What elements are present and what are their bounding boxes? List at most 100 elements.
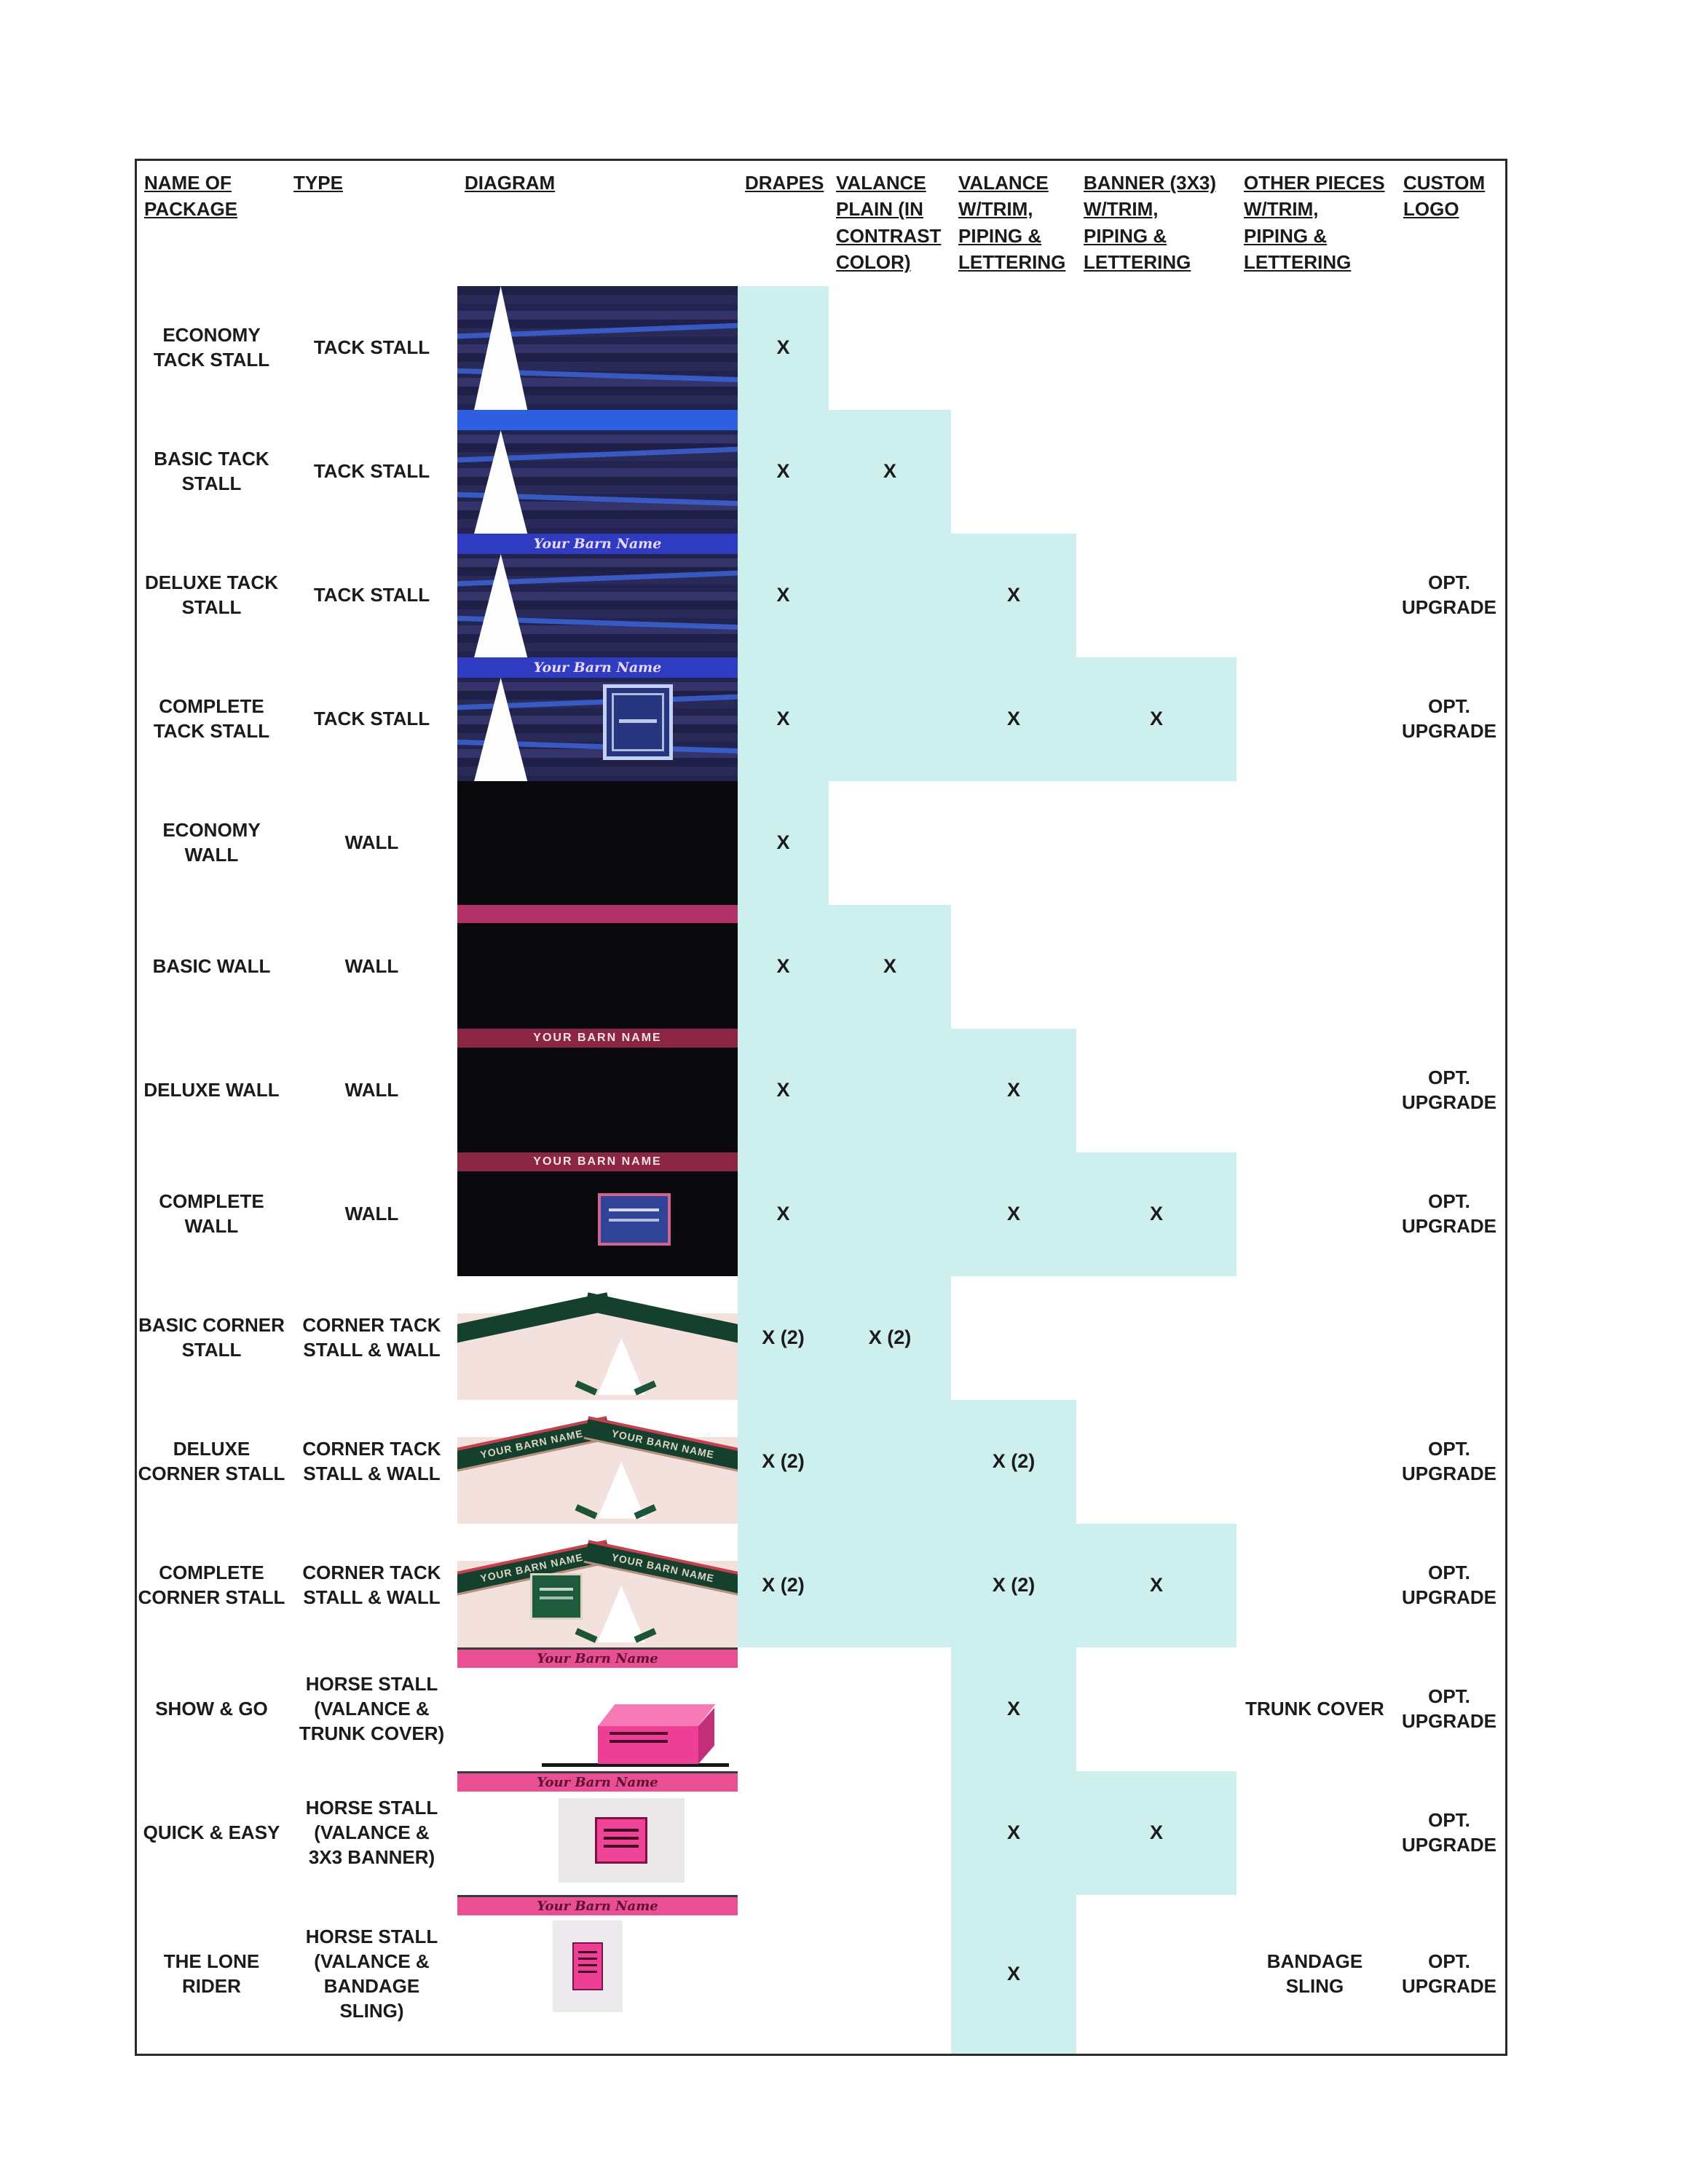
- custom-logo-value: OPT. UPGRADE: [1401, 1950, 1496, 1997]
- photo-backdrop: [558, 1798, 685, 1883]
- row-complete-wall: COMPLETE WALL WALL YOUR BARN NAME X X X …: [137, 1152, 1505, 1276]
- row-basic-wall: BASIC WALL WALL X X: [137, 905, 1505, 1029]
- other-pieces-value: [1237, 1152, 1393, 1276]
- other-pieces-value: [1237, 1400, 1393, 1524]
- header-banner-3x3: BANNER (3X3) W/TRIM, PIPING & LETTERING: [1084, 172, 1217, 274]
- package-name: BASIC CORNER STALL: [138, 1314, 285, 1361]
- package-type: HORSE STALL (VALANCE & TRUNK COVER): [299, 1673, 445, 1744]
- package-name: DELUXE WALL: [143, 1079, 280, 1101]
- drapes-mark: X (2): [738, 1400, 829, 1524]
- diagram-cell: [457, 905, 738, 1029]
- valance-trim-mark: [951, 410, 1076, 534]
- row-economy-tack-stall: ECONOMY TACK STALL TACK STALL X: [137, 286, 1505, 410]
- banner-mark: [1076, 534, 1237, 657]
- banner-mark: X: [1076, 1524, 1237, 1647]
- drapes-mark: [738, 1771, 829, 1895]
- row-show-and-go: SHOW & GO HORSE STALL (VALANCE & TRUNK C…: [137, 1647, 1505, 1771]
- valance-plain-mark: X (2): [829, 1276, 951, 1400]
- trunk-cover-illustration: [597, 1700, 722, 1764]
- row-economy-wall: ECONOMY WALL WALL X: [137, 781, 1505, 905]
- corner-stall-diagram: YOUR BARN NAME YOUR BARN NAME: [457, 1400, 738, 1524]
- horse-stall-diagram: Your Barn Name: [457, 1647, 738, 1771]
- diagram-cell: YOUR BARN NAME YOUR BARN NAME: [457, 1400, 738, 1524]
- package-name: THE LONE RIDER: [163, 1950, 260, 1997]
- drapes-mark: X: [738, 657, 829, 781]
- other-pieces-value: [1237, 905, 1393, 1029]
- diagram-cell: [457, 1276, 738, 1400]
- other-pieces-value: [1237, 1524, 1393, 1647]
- package-comparison-table: NAME OF PACKAGE TYPE DIAGRAM DRAPES VALA…: [135, 159, 1507, 2056]
- drapes-mark: X (2): [738, 1276, 829, 1400]
- package-type: TACK STALL: [313, 584, 430, 606]
- valance-plain-mark: [829, 657, 951, 781]
- package-name: BASIC WALL: [152, 955, 271, 978]
- valance-plain-mark: [829, 1152, 951, 1276]
- banner-mark: [1076, 410, 1237, 534]
- row-complete-tack-stall: COMPLETE TACK STALL TACK STALL Your Barn…: [137, 657, 1505, 781]
- wall-drape-diagram: YOUR BARN NAME: [457, 1029, 738, 1152]
- diagram-cell: [457, 410, 738, 534]
- tent-door-shape: [474, 430, 528, 534]
- other-pieces-value: [1237, 781, 1393, 905]
- custom-logo-value: OPT. UPGRADE: [1401, 1438, 1496, 1484]
- package-type: HORSE STALL (VALANCE & 3X3 BANNER): [305, 1797, 438, 1868]
- valance-plain-mark: [829, 534, 951, 657]
- drapes-mark: [738, 1647, 829, 1771]
- row-deluxe-tack-stall: DELUXE TACK STALL TACK STALL Your Barn N…: [137, 534, 1505, 657]
- tent-door-shape: [474, 678, 528, 781]
- diagram-cell: Your Barn Name: [457, 657, 738, 781]
- plain-valance-strip: [457, 905, 738, 923]
- barn-name-text: Your Barn Name: [533, 659, 662, 676]
- banner-mark: [1076, 286, 1237, 410]
- tent-door-shape: [474, 554, 528, 657]
- other-pieces-value: [1237, 286, 1393, 410]
- diagram-cell: [457, 781, 738, 905]
- package-type: WALL: [344, 1203, 399, 1225]
- valance-trim-mark: [951, 781, 1076, 905]
- custom-logo-value: [1393, 905, 1505, 1029]
- package-type: CORNER TACK STALL & WALL: [302, 1562, 441, 1608]
- other-pieces-value: TRUNK COVER: [1245, 1698, 1384, 1720]
- other-pieces-value: [1237, 1029, 1393, 1152]
- valance-trim-mark: X: [951, 534, 1076, 657]
- barn-name-valance: Your Barn Name: [457, 1895, 738, 1915]
- bandage-sling-illustration: [572, 1942, 604, 1991]
- other-pieces-value: [1237, 1771, 1393, 1895]
- barn-name-text: Your Barn Name: [537, 1774, 658, 1790]
- diagram-cell: Your Barn Name: [457, 534, 738, 657]
- trunk-shadow: [541, 1763, 730, 1767]
- banner-mark: X: [1076, 657, 1237, 781]
- package-name: COMPLETE CORNER STALL: [138, 1562, 285, 1608]
- row-the-lone-rider: THE LONE RIDER HORSE STALL (VALANCE & BA…: [137, 1895, 1505, 2054]
- diagram-cell: Your Barn Name: [457, 1895, 738, 2054]
- package-name: ECONOMY WALL: [162, 819, 261, 866]
- package-name: DELUXE TACK STALL: [145, 571, 278, 618]
- valance-trim-mark: X: [951, 1029, 1076, 1152]
- other-pieces-value: [1237, 410, 1393, 534]
- trunk-front: [597, 1726, 698, 1764]
- barn-name-valance: Your Barn Name: [457, 534, 738, 554]
- custom-logo-value: [1393, 286, 1505, 410]
- package-type: WALL: [344, 831, 399, 854]
- row-quick-and-easy: QUICK & EASY HORSE STALL (VALANCE & 3X3 …: [137, 1771, 1505, 1895]
- drapes-mark: X: [738, 1029, 829, 1152]
- package-name: QUICK & EASY: [143, 1821, 280, 1844]
- valance-plain-mark: [829, 1647, 951, 1771]
- header-row: NAME OF PACKAGE TYPE DIAGRAM DRAPES VALA…: [137, 161, 1505, 286]
- wall-drape-diagram: [457, 905, 738, 1029]
- other-pieces-value: [1237, 657, 1393, 781]
- banner-mark: [1076, 1895, 1237, 2054]
- valance-trim-mark: X: [951, 1152, 1076, 1276]
- logo-banner-square: [530, 1573, 583, 1620]
- plain-valance-strip: [457, 410, 738, 430]
- custom-logo-value: [1393, 781, 1505, 905]
- trunk-lid: [597, 1704, 715, 1726]
- custom-logo-value: OPT. UPGRADE: [1401, 1809, 1496, 1856]
- logo-banner-square: [595, 1817, 648, 1864]
- corner-stall-diagram: YOUR BARN NAME YOUR BARN NAME: [457, 1524, 738, 1647]
- tack-stall-drape-diagram: [457, 410, 738, 534]
- custom-logo-value: OPT. UPGRADE: [1401, 571, 1496, 618]
- package-type: CORNER TACK STALL & WALL: [302, 1314, 441, 1361]
- custom-logo-value: [1393, 410, 1505, 534]
